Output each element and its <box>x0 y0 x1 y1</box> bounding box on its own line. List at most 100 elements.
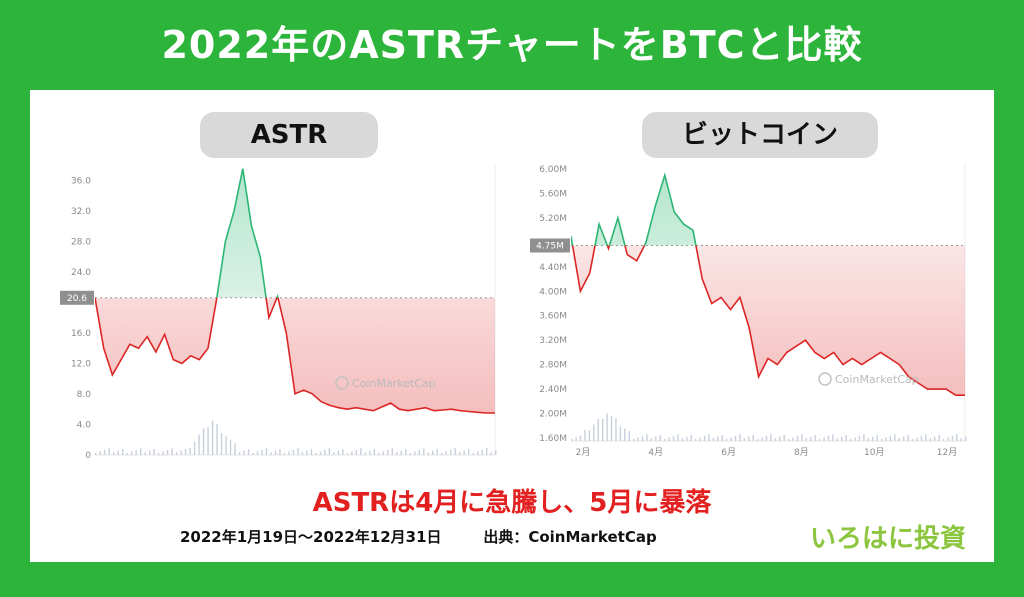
volume-bar <box>139 448 142 455</box>
volume-bar <box>391 448 394 455</box>
volume-bar <box>256 451 259 455</box>
volume-bar <box>441 453 443 455</box>
volume-bars <box>571 413 967 441</box>
volume-bar <box>283 453 286 455</box>
volume-bar <box>703 435 706 441</box>
source-line: 2022年1月19日〜2022年12月31日 出典：CoinMarketCap <box>180 526 657 547</box>
source-credit: 出典：CoinMarketCap <box>483 528 657 546</box>
volume-bar <box>229 439 232 455</box>
x-tick-label: 8月 <box>794 447 809 458</box>
volume-bar <box>162 451 164 455</box>
volume-bar <box>319 451 322 455</box>
y-tick-label: 1.60M <box>539 434 567 444</box>
y-tick-label: 4.40M <box>539 263 567 273</box>
volume-bar <box>378 453 380 455</box>
volume-bar <box>103 449 106 455</box>
volume-bar <box>238 452 241 455</box>
volume-bar <box>202 428 205 455</box>
volume-bar <box>712 438 715 441</box>
volume-bar <box>216 424 218 455</box>
volume-bar <box>148 450 151 455</box>
y-tick-label: 5.20M <box>539 214 567 224</box>
y-tick-label: 2.80M <box>539 361 567 371</box>
volume-bar <box>243 450 245 455</box>
volume-bar <box>445 451 447 455</box>
price-line-down <box>95 297 495 414</box>
volume-bar <box>876 435 878 441</box>
volume-bar <box>324 449 326 455</box>
volume-bar <box>427 452 429 455</box>
volume-bar <box>655 436 657 441</box>
y-tick-label: 3.20M <box>539 336 567 346</box>
volume-bar <box>261 449 263 455</box>
volume-bar <box>717 436 719 441</box>
volume-bar <box>126 453 128 455</box>
volume-bar <box>668 437 670 441</box>
volume-bar <box>454 448 456 455</box>
volume-bar <box>396 452 398 455</box>
volume-bar <box>486 448 488 455</box>
y-tick-label: 16.0 <box>71 329 91 339</box>
volume-bar <box>315 453 317 455</box>
astr-chart: 0 4.0 8.0 12.0 16.0 24.0 28.0 32.0 36.0 20.6 CoinM… <box>60 165 497 461</box>
volume-bar <box>916 437 918 441</box>
volume-bar <box>929 438 931 441</box>
volume-bar <box>734 435 737 441</box>
volume-bar <box>418 449 420 455</box>
volume-bar <box>463 450 465 455</box>
volume-bar <box>686 436 688 441</box>
volume-bar <box>328 448 331 455</box>
volume-bar <box>708 434 710 441</box>
y-tick-label: 24.0 <box>71 268 91 278</box>
volume-bar <box>699 437 701 441</box>
volume-bar <box>615 418 617 441</box>
volume-bar <box>903 436 905 441</box>
volume-bar <box>934 436 936 441</box>
volume-bar <box>265 448 268 455</box>
coinmarketcap-icon <box>818 372 832 386</box>
volume-bar <box>400 450 403 455</box>
volume-bar <box>270 452 272 455</box>
x-tick-label: 4月 <box>648 447 663 458</box>
volume-bar <box>814 435 816 441</box>
volume-bar <box>619 426 622 441</box>
volume-bar <box>765 435 768 441</box>
volume-bar <box>632 439 635 441</box>
volume-bar <box>157 453 160 455</box>
volume-bar <box>579 435 582 441</box>
volume-bar <box>650 438 653 441</box>
volume-bar <box>423 448 425 455</box>
volume-bar <box>606 413 608 441</box>
watermark-text: CoinMarketCap <box>835 373 919 386</box>
volume-bar <box>193 441 196 455</box>
volume-bar <box>342 449 344 455</box>
volume-bar <box>495 450 497 455</box>
volume-bar <box>610 415 613 441</box>
y-tick-label: 6.00M <box>539 165 567 175</box>
volume-bar <box>405 449 407 455</box>
volume-bar <box>646 434 648 441</box>
volume-bar <box>333 452 335 455</box>
volume-bar <box>942 439 945 441</box>
volume-bar <box>355 449 358 455</box>
volume-bar <box>108 448 110 455</box>
volume-bar <box>584 430 586 441</box>
volume-bar <box>575 437 577 441</box>
volume-bar <box>601 419 604 441</box>
volume-bar <box>761 437 763 441</box>
volume-bar <box>956 434 958 441</box>
volume-bar <box>694 439 697 441</box>
y-tick-label: 4.0 <box>77 420 92 430</box>
volume-bar <box>432 450 434 455</box>
baseline-badge <box>60 290 94 305</box>
volume-bar <box>832 434 834 441</box>
volume-bar <box>306 450 308 455</box>
volume-bar <box>198 434 200 455</box>
volume-bar <box>965 436 967 441</box>
volume-bar <box>364 452 367 455</box>
gain-area <box>571 175 965 246</box>
baseline-label: 4.75M <box>536 241 564 251</box>
volume-bar <box>414 451 416 455</box>
volume-bar <box>225 436 227 455</box>
y-tick-label: 3.60M <box>539 312 567 322</box>
